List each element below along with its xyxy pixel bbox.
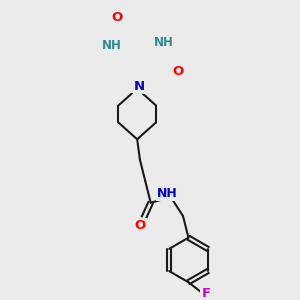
Text: O: O	[172, 65, 183, 78]
Text: NH: NH	[157, 187, 178, 200]
Text: O: O	[111, 11, 123, 24]
Text: NH: NH	[102, 39, 122, 52]
Text: F: F	[201, 287, 211, 300]
Text: O: O	[134, 219, 146, 232]
Text: N: N	[134, 80, 145, 93]
Text: NH: NH	[154, 36, 174, 49]
